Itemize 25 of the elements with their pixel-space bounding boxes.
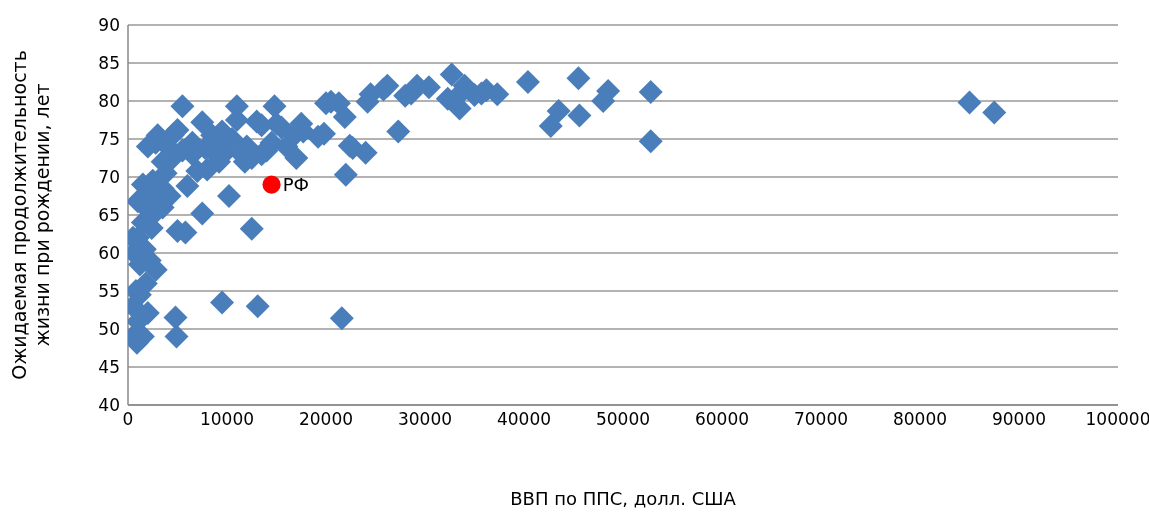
y-tick-label: 90 <box>98 15 120 36</box>
y-axis-title: Ожидаемая продолжительность жизни при рождении, лет <box>8 50 53 380</box>
y-tick-label: 40 <box>98 395 120 416</box>
y-tick-label: 60 <box>98 243 120 264</box>
y-tick-label: 75 <box>98 129 120 150</box>
x-tick-label: 80000 <box>892 409 948 430</box>
y-tick-label: 55 <box>98 281 120 302</box>
x-tick-label: 60000 <box>694 409 750 430</box>
x-tick-label: 30000 <box>397 409 453 430</box>
y-tick-label: 65 <box>98 205 120 226</box>
series-label: РФ <box>282 173 310 195</box>
y-tick-label: 50 <box>98 319 120 340</box>
x-tick-label: 70000 <box>793 409 849 430</box>
y-tick-label: 70 <box>98 167 120 188</box>
x-tick-label: 40000 <box>496 409 552 430</box>
x-tick-label: 90000 <box>991 409 1047 430</box>
x-tick-label: 100000 <box>1085 409 1149 430</box>
x-tick-label: 0 <box>122 409 134 430</box>
x-tick-label: 50000 <box>595 409 651 430</box>
x-axis-title: ВВП по ППС, долл. США <box>510 488 737 509</box>
y-tick-label: 45 <box>98 357 120 378</box>
y-tick-label: 85 <box>98 53 120 74</box>
x-tick-label: 10000 <box>199 409 255 430</box>
x-tick-label: 20000 <box>298 409 354 430</box>
y-tick-label: 80 <box>98 91 120 112</box>
